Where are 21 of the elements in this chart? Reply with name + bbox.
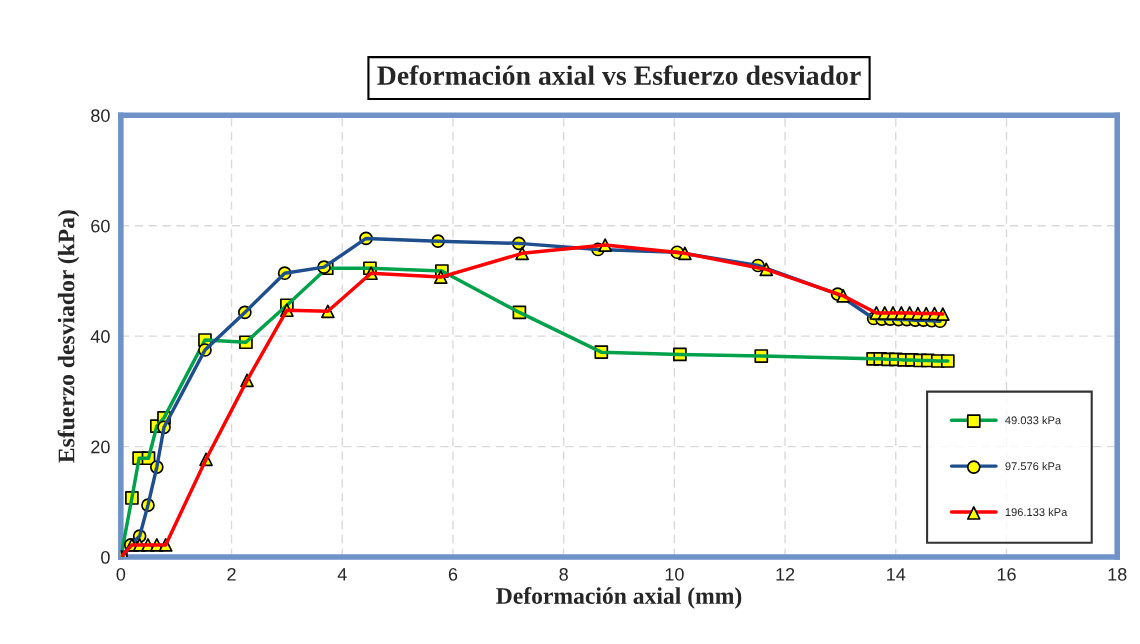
legend-label: 196.133 kPa (1005, 507, 1068, 517)
x-tick-label: 16 (997, 567, 1016, 581)
x-tick-label: 10 (665, 567, 684, 581)
x-tick-label: 18 (1108, 567, 1127, 581)
legend-label: 49.033 kPa (1005, 416, 1062, 425)
legend-label: 97.576 kPa (1005, 461, 1062, 471)
x-tick-label: 2 (227, 567, 236, 581)
x-tick-label: 14 (887, 568, 906, 581)
x-tick-label: 12 (776, 567, 795, 581)
x-tick-label: 0 (116, 567, 126, 581)
y-tick-label: 0 (101, 550, 110, 564)
y-tick-label: 20 (91, 440, 110, 454)
y-tick-label: 40 (90, 330, 110, 343)
x-tick-label: 6 (448, 567, 458, 581)
x-tick-label: 4 (337, 568, 347, 581)
x-tick-label: 8 (559, 567, 568, 581)
y-axis-title: Esfuerzo desviador (kPa) (57, 210, 80, 463)
x-axis-title: Deformación axial (mm) (496, 587, 742, 609)
chart-title: Deformación axial vs Esfuerzo desviador (377, 65, 861, 86)
y-tick-label: 60 (91, 219, 110, 233)
y-tick-label: 80 (91, 109, 110, 122)
